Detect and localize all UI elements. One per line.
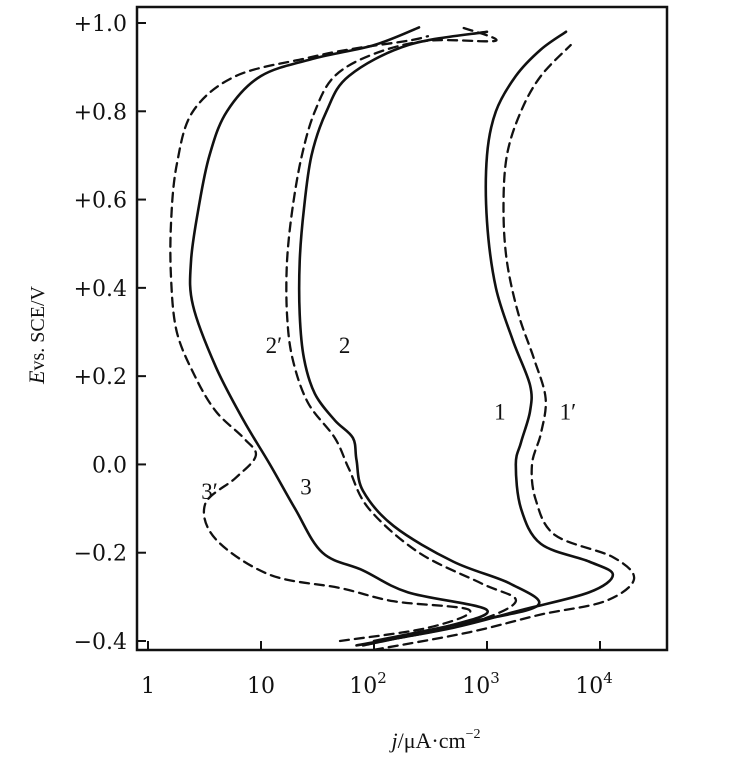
y-axis-label-symbol: E: [24, 370, 49, 385]
y-tick-label: +0.2: [74, 365, 127, 390]
curve-1-prime-line: [372, 43, 636, 651]
x-tick-label: 102: [349, 669, 387, 699]
y-axis-label-text: vs. SCE/V: [27, 285, 49, 370]
curve-3-line: [188, 26, 489, 647]
curve-1-prime-label: 1′: [560, 399, 577, 424]
axis-ticks: +1.0 +0.8 +0.6 +0.4 +0.2 0.0 −0.2 −0.4 1 10 102 103…: [74, 12, 613, 699]
x-tick-label: 10: [247, 674, 275, 699]
curve-2-label: 2: [339, 333, 351, 358]
plot-frame: [135, 5, 669, 652]
x-tick-label: 103: [462, 669, 500, 699]
x-axis-label: j/μA·cm−2: [388, 727, 480, 753]
x-axis-label-text: /μA·cm: [398, 728, 466, 753]
y-axis-label: Evs. SCE/V: [24, 285, 49, 384]
curve-3-prime-line: [169, 35, 472, 643]
curve-1-label: 1: [494, 399, 506, 424]
x-axis-label-symbol: j: [388, 728, 397, 753]
curve-2-prime-line: [285, 26, 517, 643]
y-tick-label: −0.2: [74, 542, 127, 567]
y-tick-label: 0.0: [92, 453, 127, 478]
curve-1-line: [355, 30, 615, 647]
x-axis-label-exponent: −2: [466, 727, 481, 742]
x-tick-label: 1: [141, 674, 155, 699]
y-tick-label: +0.8: [74, 100, 127, 125]
y-tick-label: +1.0: [74, 12, 127, 37]
y-tick-label: −0.4: [74, 630, 127, 655]
curve-2-prime-label: 2′: [266, 333, 283, 358]
y-tick-label: +0.6: [74, 189, 127, 214]
curve-2-line: [297, 30, 541, 643]
curve-labels: 1 1′ 2 2′ 3 3′: [201, 333, 576, 504]
y-tick-label: +0.4: [74, 277, 127, 302]
curve-series: [169, 26, 636, 651]
svg-text:Evs. SCE/V: Evs. SCE/V: [24, 285, 49, 384]
curve-3-label: 3: [300, 475, 312, 500]
x-tick-label: 104: [575, 669, 613, 699]
curve-3-prime-label: 3′: [201, 479, 218, 504]
